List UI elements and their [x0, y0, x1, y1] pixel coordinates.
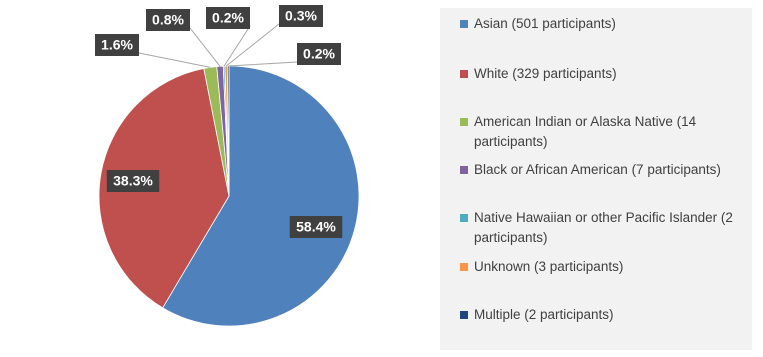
data-label: 1.6% — [101, 37, 133, 53]
legend-label: Multiple (2 participants) — [474, 307, 614, 322]
legend-item: Asian (501 participants) — [460, 14, 745, 34]
data-label-box — [146, 9, 190, 31]
legend-label: Native Hawaiian or other Pacific Islande… — [474, 210, 733, 245]
data-label: 38.3% — [113, 173, 153, 189]
data-label-box — [106, 170, 160, 192]
legend-item: Black or African American (7 participant… — [460, 160, 745, 180]
data-label-box — [279, 5, 323, 27]
leader-line — [223, 25, 251, 67]
legend-item: American Indian or Alaska Native (14 par… — [460, 112, 745, 152]
data-label: 0.8% — [152, 12, 184, 28]
legend-item: Multiple (2 participants) — [460, 305, 745, 325]
data-label: 58.4% — [296, 219, 336, 235]
legend-label: Unknown (3 participants) — [474, 259, 624, 274]
legend-swatch — [460, 70, 468, 78]
legend-item: Native Hawaiian or other Pacific Islande… — [460, 208, 745, 248]
legend-swatch — [460, 263, 468, 271]
pie-slice — [162, 65, 360, 327]
data-label-box — [289, 216, 343, 238]
legend-swatch — [460, 20, 468, 28]
legend-item: White (329 participants) — [460, 64, 745, 84]
legend-label: White (329 participants) — [474, 66, 617, 81]
legend-label: Black or African American (7 participant… — [474, 162, 721, 177]
data-label: 0.2% — [303, 46, 335, 62]
data-label-box — [95, 34, 139, 56]
legend: Asian (501 participants) White (329 parti… — [440, 8, 752, 350]
data-label: 0.2% — [212, 10, 244, 26]
legend-label: American Indian or Alaska Native (14 par… — [474, 114, 697, 149]
legend-swatch — [460, 311, 468, 319]
legend-swatch — [460, 214, 468, 222]
data-label-box — [206, 7, 250, 29]
data-label-box — [297, 43, 341, 65]
pie-slice — [98, 67, 230, 309]
legend-swatch — [460, 118, 468, 126]
data-label: 0.3% — [285, 8, 317, 24]
legend-swatch — [460, 166, 468, 174]
pie-area: 58.4% 38.3% 1.6% 0.8% 0.2% 0.3% 0.2% — [95, 5, 360, 327]
legend-item: Unknown (3 participants) — [460, 257, 745, 277]
legend-label: Asian (501 participants) — [474, 16, 616, 31]
